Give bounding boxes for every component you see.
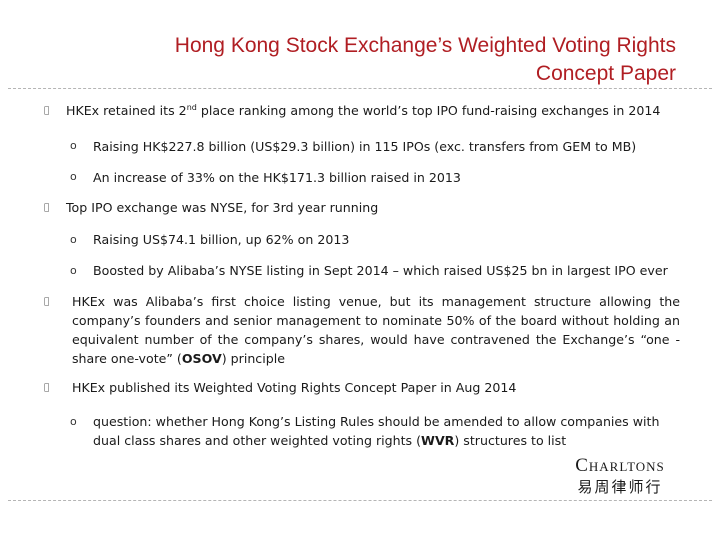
sub-marker: o (70, 139, 77, 152)
logo-english: Charltons (575, 455, 665, 476)
bullet-marker:  (44, 383, 49, 393)
bullet-2-text: Top IPO exchange was NYSE, for 3rd year … (66, 200, 379, 215)
bullet-4-sub-1: question: whether Hong Kong’s Listing Ru… (93, 414, 660, 448)
bullet-marker:  (44, 297, 49, 307)
top-divider (8, 88, 712, 89)
title-line-2: Concept Paper (535, 62, 676, 85)
bullet-1-sub-2: An increase of 33% on the HK$171.3 billi… (93, 170, 461, 185)
bullet-marker:  (44, 203, 49, 213)
charltons-logo: Charltons 易周律师行 (560, 455, 680, 497)
bullet-1-text: HKEx retained its 2nd place ranking amon… (66, 103, 661, 118)
sub-marker: o (70, 415, 77, 428)
bullet-4-text: HKEx published its Weighted Voting Right… (72, 380, 517, 395)
bullet-1-sub-1: Raising HK$227.8 billion (US$29.3 billio… (93, 139, 637, 154)
sub-marker: o (70, 233, 77, 246)
bullet-3-text: HKEx was Alibaba’s first choice listing … (72, 294, 680, 366)
logo-chinese: 易周律师行 (577, 478, 663, 496)
bottom-divider (8, 500, 712, 501)
slide-title: Hong Kong Stock Exchange’s Weighted Voti… (36, 32, 676, 88)
sub-marker: o (70, 170, 77, 183)
bullet-2-sub-2: Boosted by Alibaba’s NYSE listing in Sep… (93, 263, 668, 278)
bullet-2-sub-1: Raising US$74.1 billion, up 62% on 2013 (93, 232, 350, 247)
bullet-marker:  (44, 106, 49, 116)
title-line-1: Hong Kong Stock Exchange’s Weighted Voti… (174, 34, 676, 57)
sub-marker: o (70, 264, 77, 277)
